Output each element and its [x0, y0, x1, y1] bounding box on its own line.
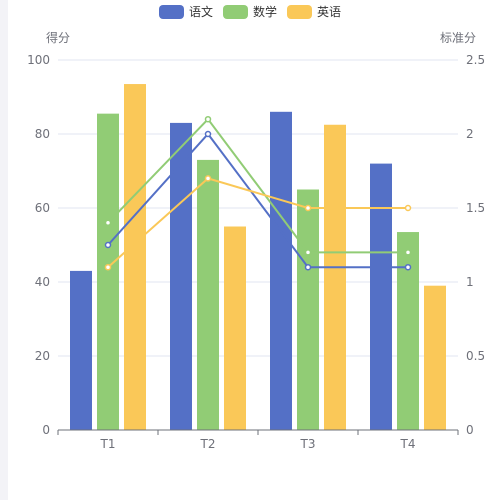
bar-2-T3: [297, 189, 319, 430]
bar-1-T4: [370, 163, 392, 430]
y-left-tick-label: 0: [42, 423, 50, 437]
line-series-2: [107, 117, 408, 254]
legend-swatch: [158, 4, 184, 19]
line-point-2-T2: [204, 115, 212, 123]
y-left-tick-label: 100: [27, 53, 50, 67]
line-point-3-T2: [204, 175, 212, 182]
bar-2-T1: [97, 113, 119, 431]
x-tick-label: T3: [300, 437, 316, 451]
bar-3-T1: [124, 84, 146, 431]
legend-label: 数学: [252, 5, 277, 19]
legend-item-2[interactable]: 数学: [222, 3, 277, 20]
bar-2-T2: [197, 159, 219, 430]
line-point-1-T1: [104, 241, 112, 249]
line-point-1-T3: [304, 263, 312, 271]
y-right-tick-label: 2.5: [466, 53, 485, 67]
bar-1-T2: [170, 122, 192, 431]
y-left-tick-label: 80: [35, 127, 50, 141]
bar-1-T1: [70, 270, 92, 430]
x-tick-label: T1: [100, 437, 116, 451]
legend-swatch: [287, 4, 312, 19]
bar-3-T3: [324, 124, 346, 430]
y-right-tick-label: 1: [466, 275, 474, 289]
line-series-3: [107, 177, 408, 268]
legend-label: 语文: [188, 5, 213, 19]
line-point-1-T2: [204, 130, 212, 138]
bar-3-T4: [424, 285, 446, 430]
bar-1-T3: [270, 111, 292, 431]
legend-swatch: [222, 4, 248, 19]
line-point-1-T4: [404, 263, 412, 271]
left-strip: [0, 0, 8, 500]
line-point-2-T3: [304, 249, 312, 256]
y-left-axis-title: 得分: [46, 30, 70, 45]
legend: 语文 数学 英语: [0, 3, 500, 20]
y-right-tick-label: 0.5: [466, 349, 485, 363]
line-point-3-T1: [104, 263, 112, 271]
x-tick-label: T2: [200, 437, 216, 451]
line-point-2-T1: [104, 219, 112, 227]
line-point-2-T4: [404, 249, 412, 256]
y-left-tick-label: 60: [35, 201, 50, 215]
legend-item-3[interactable]: 英语: [287, 3, 341, 20]
y-right-tick-label: 1.5: [466, 201, 485, 215]
y-left-tick-label: 40: [35, 275, 50, 289]
line-point-3-T4: [404, 204, 412, 212]
bar-3-T2: [224, 226, 246, 430]
y-right-axis-title: 标准分: [440, 31, 476, 45]
line-point-3-T3: [304, 204, 312, 212]
x-tick-label: T4: [400, 437, 416, 451]
y-right-tick-label: 0: [466, 423, 474, 437]
legend-item-1[interactable]: 语文: [158, 3, 213, 20]
line-series-1: [107, 132, 408, 269]
legend-label: 英语: [317, 5, 342, 19]
y-left-tick-label: 20: [35, 349, 50, 363]
y-right-tick-label: 2: [466, 127, 474, 141]
bar-2-T4: [397, 232, 419, 430]
